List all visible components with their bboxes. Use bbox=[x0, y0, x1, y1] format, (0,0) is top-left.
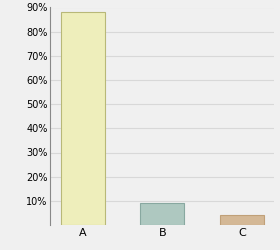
Bar bbox=[220, 215, 264, 225]
Bar bbox=[141, 203, 184, 225]
Bar bbox=[60, 12, 104, 225]
